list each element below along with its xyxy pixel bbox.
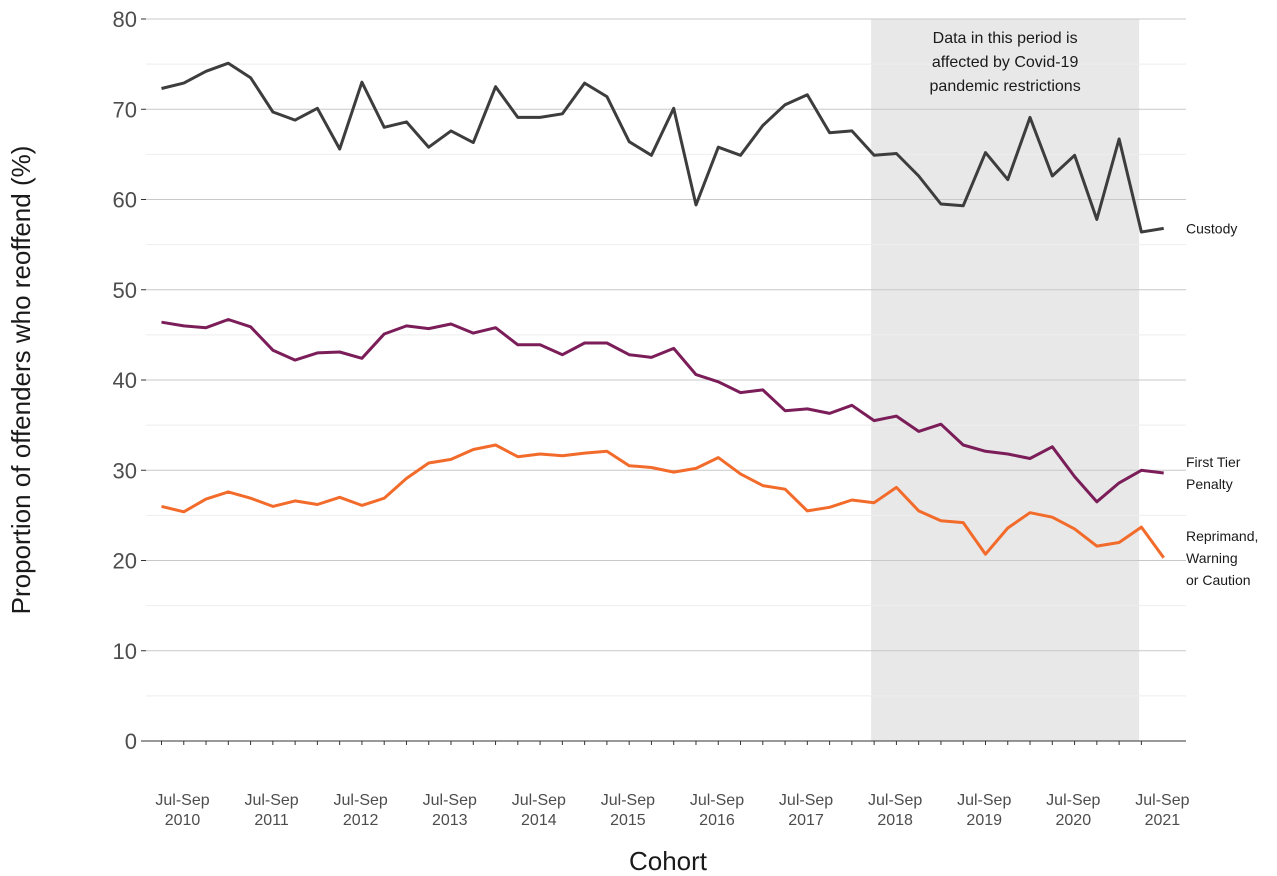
series-label-line: First Tier [1186,454,1241,470]
x-tick-label-year: 2014 [521,812,557,829]
x-axis: Jul-Sep2010Jul-Sep2011Jul-Sep2012Jul-Sep… [146,740,1190,829]
series-line-0 [161,61,1164,234]
series-lines [161,61,1165,559]
covid-annotation: Data in this period is affected by Covid-… [930,30,1081,95]
x-tick-label: Jul-Sep 2020 [1046,792,1100,829]
series-label-line: Reprimand, [1186,528,1258,544]
series-label-line: or Caution [1186,572,1251,588]
y-tick-label: 40 [113,368,137,393]
series-label-1: First Tier Penalty [1186,454,1241,492]
series-line-2 [161,443,1165,559]
y-tick-label: 70 [113,97,137,122]
x-tick-label-year: 2015 [610,812,646,829]
x-tick-label: Jul-Sep 2012 [334,792,388,829]
x-tick-label: Jul-Sep 2018 [868,792,922,829]
series-line-1 [161,318,1164,504]
x-tick-label-year: 2013 [432,812,468,829]
annotation-line: affected by Covid-19 [932,54,1079,71]
x-tick-label-year: 2021 [1145,812,1181,829]
y-tick-label: 60 [113,188,137,213]
y-tick-label: 80 [113,7,137,32]
x-tick-label-period: Jul-Sep [779,792,833,809]
y-tick-label: 50 [113,278,137,303]
x-tick-label-year: 2018 [877,812,913,829]
x-tick-label-year: 2019 [966,812,1002,829]
series-label-line: Warning [1186,550,1238,566]
x-tick-label: Jul-Sep 2016 [690,792,744,829]
x-tick-label-period: Jul-Sep [690,792,744,809]
y-axis-tick-labels: 0 10 20 30 40 50 60 70 80 [113,7,146,754]
x-tick-label-period: Jul-Sep [155,792,209,809]
annotation-line: pandemic restrictions [930,78,1081,95]
series-label-line: Penalty [1186,476,1233,492]
x-tick-label-period: Jul-Sep [1135,792,1189,809]
x-axis-title: Cohort [629,846,708,876]
x-tick-label: Jul-Sep 2021 [1135,792,1189,829]
x-tick-label-period: Jul-Sep [601,792,655,809]
y-tick-label: 0 [125,729,137,754]
y-axis-title: Proportion of offenders who reoffend (%) [6,146,36,615]
x-tick-label-period: Jul-Sep [868,792,922,809]
x-tick-label-period: Jul-Sep [957,792,1011,809]
x-tick-label-year: 2020 [1056,812,1092,829]
x-tick-label: Jul-Sep 2014 [512,792,566,829]
y-tick-label: 30 [113,458,137,483]
y-tick-label: 20 [113,549,137,574]
x-tick-label-year: 2011 [254,812,289,829]
x-tick-label-period: Jul-Sep [334,792,388,809]
x-tick-label-year: 2010 [165,812,201,829]
x-tick-label-year: 2016 [699,812,735,829]
x-tick-label-period: Jul-Sep [423,792,477,809]
series-label-2: Reprimand, Warning or Caution [1186,528,1258,588]
x-tick-label: Jul-Sep 2017 [779,792,833,829]
x-tick-label: Jul-Sep 2013 [423,792,477,829]
x-tick-label: Jul-Sep 2010 [155,792,209,829]
y-tick-label: 10 [113,639,137,664]
x-tick-label: Jul-Sep 2015 [601,792,655,829]
series-label-line: Custody [1186,220,1237,236]
x-tick-label-year: 2012 [343,812,379,829]
x-tick-label-period: Jul-Sep [244,792,298,809]
x-tick-label: Jul-Sep 2011 [244,792,298,829]
series-label-0: Custody [1186,220,1237,236]
x-tick-label-year: 2017 [788,812,824,829]
x-tick-label-period: Jul-Sep [1046,792,1100,809]
series-end-labels: Custody First Tier Penalty Reprimand, Warnin… [1186,220,1258,587]
annotation-line: Data in this period is [933,30,1078,47]
x-tick-label: Jul-Sep 2019 [957,792,1011,829]
x-tick-label-period: Jul-Sep [512,792,566,809]
